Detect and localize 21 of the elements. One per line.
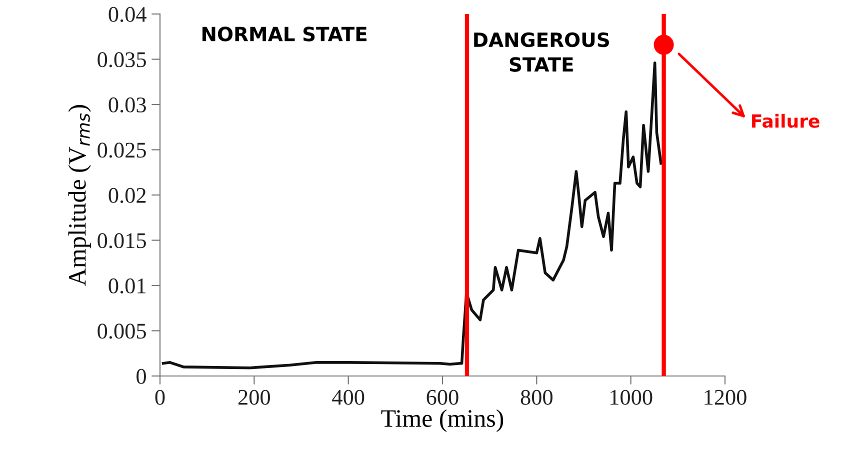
x-tick-label: 1200	[704, 390, 746, 405]
x-axis-title: Time (mins)	[381, 409, 504, 432]
x-tick-label: 0	[155, 390, 165, 405]
y-tick-label: 0.02	[108, 188, 146, 204]
x-tick-label: 200	[238, 390, 270, 405]
y-tick-label: 0.03	[108, 97, 146, 113]
x-tick-label: 800	[520, 390, 552, 405]
annotation: NORMAL STATE	[202, 26, 366, 42]
y-tick-label: 0.01	[108, 278, 146, 294]
x-tick-label: 600	[426, 390, 458, 405]
y-axis-title: Amplitude (V$_{rms}$)	[68, 105, 91, 286]
y-tick-label: 0.005	[98, 324, 146, 339]
y-tick-label: 0.015	[98, 233, 146, 248]
x-tick-label: 1000	[610, 390, 652, 405]
y-tick-label: 0.04	[108, 6, 146, 22]
x-tick-label: 400	[332, 390, 364, 405]
y-tick-label: 0.035	[98, 52, 146, 68]
text: Failure	[752, 114, 820, 128]
y-tick-label: 0	[136, 368, 146, 384]
y-tick-label: 0.025	[98, 142, 146, 158]
annotation: DANGEROUS STATE	[474, 32, 609, 72]
